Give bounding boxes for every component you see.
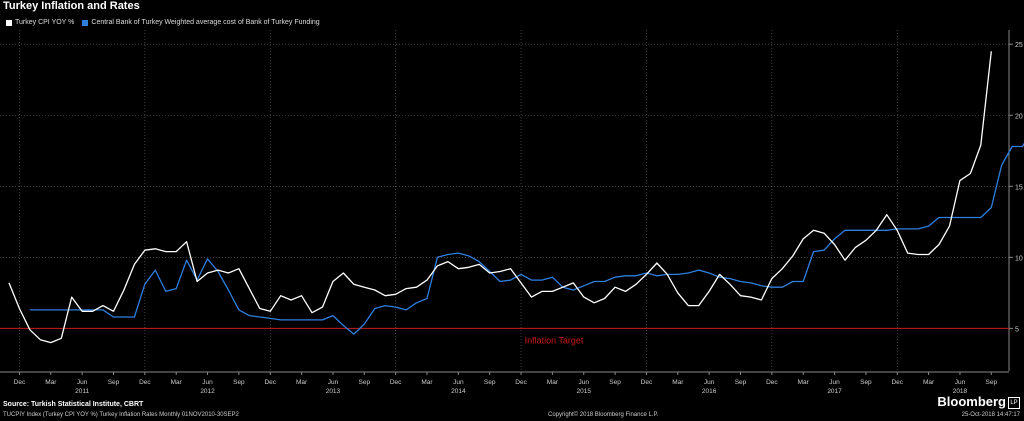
- x-tick-label: Jun: [579, 379, 590, 386]
- series-line-cpi: [9, 51, 991, 342]
- x-tick-label: Dec: [139, 379, 151, 386]
- copyright-note: Copyright© 2018 Bloomberg Finance L.P.: [548, 412, 658, 418]
- x-tick-label: Dec: [14, 379, 26, 386]
- x-tick-label: Mar: [923, 379, 935, 386]
- inflation-target-label: Inflation Target: [525, 335, 584, 345]
- x-year-label: 2011: [75, 388, 89, 395]
- x-tick-label: Dec: [641, 379, 653, 386]
- x-tick-label: Sep: [860, 379, 872, 386]
- x-tick-label: Dec: [264, 379, 276, 386]
- x-tick-label: Mar: [296, 379, 308, 386]
- lp-badge-icon: LP: [1008, 397, 1020, 409]
- x-tick-label: Sep: [986, 379, 998, 386]
- x-tick-label: Sep: [359, 379, 371, 386]
- y-tick-label: 15: [1015, 184, 1023, 191]
- x-tick-label: Sep: [108, 379, 120, 386]
- x-tick-label: Jun: [453, 379, 464, 386]
- timestamp: 25-Oct-2018 14:47:17: [962, 412, 1020, 418]
- y-tick-label: 5: [1015, 326, 1019, 333]
- source-note: Source: Turkish Statistical Institute, C…: [3, 401, 143, 408]
- x-year-label: 2012: [200, 388, 215, 395]
- ticker-description: TUCPIY Index (Turkey CPI YOY %) Turkey I…: [3, 412, 239, 418]
- x-tick-label: Jun: [328, 379, 339, 386]
- x-tick-label: Sep: [609, 379, 621, 386]
- x-tick-label: Mar: [672, 379, 684, 386]
- x-tick-label: Mar: [798, 379, 810, 386]
- x-year-label: 2016: [702, 388, 717, 395]
- x-tick-label: Dec: [390, 379, 402, 386]
- x-tick-label: Sep: [233, 379, 245, 386]
- x-year-label: 2017: [827, 388, 842, 395]
- y-tick-label: 10: [1015, 255, 1023, 262]
- x-year-label: 2013: [326, 388, 341, 395]
- x-year-label: 2015: [577, 388, 592, 395]
- x-tick-label: Dec: [766, 379, 778, 386]
- x-tick-label: Mar: [45, 379, 57, 386]
- x-tick-label: Dec: [515, 379, 527, 386]
- y-tick-label: 20: [1015, 113, 1023, 120]
- x-tick-label: Mar: [171, 379, 183, 386]
- x-tick-label: Mar: [547, 379, 559, 386]
- x-tick-label: Jun: [829, 379, 840, 386]
- bloomberg-logo: Bloomberg: [937, 394, 1006, 409]
- x-tick-label: Jun: [202, 379, 213, 386]
- x-tick-label: Sep: [484, 379, 496, 386]
- x-year-label: 2014: [451, 388, 466, 395]
- x-tick-label: Mar: [421, 379, 433, 386]
- y-tick-label: 25: [1015, 42, 1023, 49]
- series-line-funding-rate: [30, 57, 1024, 334]
- x-tick-label: Jun: [77, 379, 88, 386]
- x-tick-label: Jun: [704, 379, 715, 386]
- x-tick-label: Jun: [955, 379, 966, 386]
- x-tick-label: Sep: [735, 379, 747, 386]
- x-tick-label: Dec: [891, 379, 903, 386]
